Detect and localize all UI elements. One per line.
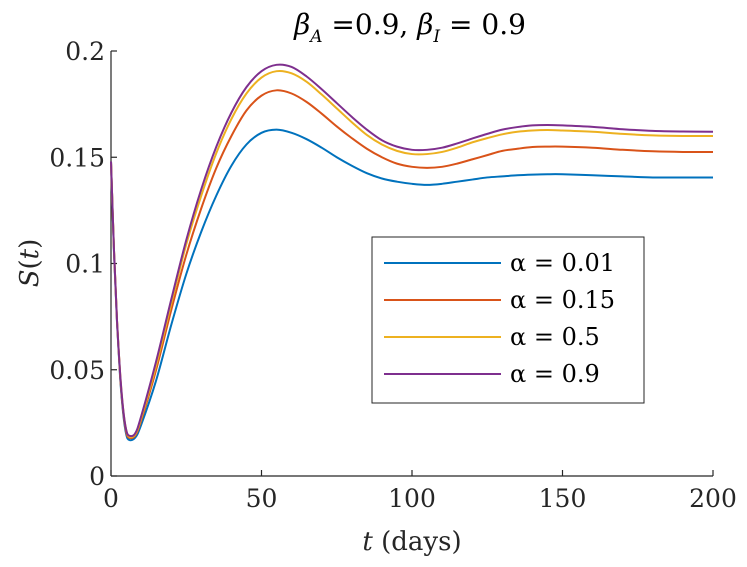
- y-tick-label: 0.2: [65, 37, 105, 66]
- legend-label-2: α = 0.15: [510, 286, 615, 314]
- x-tick-label: 50: [246, 484, 278, 513]
- x-tick-label: 200: [689, 484, 737, 513]
- y-axis-label: S(t): [15, 239, 45, 288]
- legend: α = 0.01 α = 0.15 α = 0.5 α = 0.9: [371, 236, 645, 404]
- y-tick-label: 0.15: [49, 143, 105, 172]
- x-axis-label: t (days): [362, 527, 461, 557]
- legend-label-1: α = 0.01: [510, 249, 615, 277]
- x-tick-label: 0: [103, 484, 119, 513]
- x-tick-label: 150: [539, 484, 587, 513]
- axis-ticks: 0 50 100 150 200 0 0.05 0.1 0.15 0.2: [49, 37, 737, 513]
- legend-label-4: α = 0.9: [510, 360, 600, 388]
- y-tick-label: 0.1: [65, 250, 105, 279]
- series-line-4: [110, 63, 714, 438]
- chart-title: βA =0.9, βI = 0.9: [293, 8, 526, 47]
- y-tick-label: 0: [89, 462, 105, 491]
- series-line-1: [110, 128, 713, 442]
- legend-box: [371, 236, 645, 404]
- series-lines: [110, 63, 714, 442]
- y-tick-label: 0.05: [49, 356, 105, 385]
- x-tick-label: 100: [388, 484, 436, 513]
- legend-label-3: α = 0.5: [510, 323, 600, 351]
